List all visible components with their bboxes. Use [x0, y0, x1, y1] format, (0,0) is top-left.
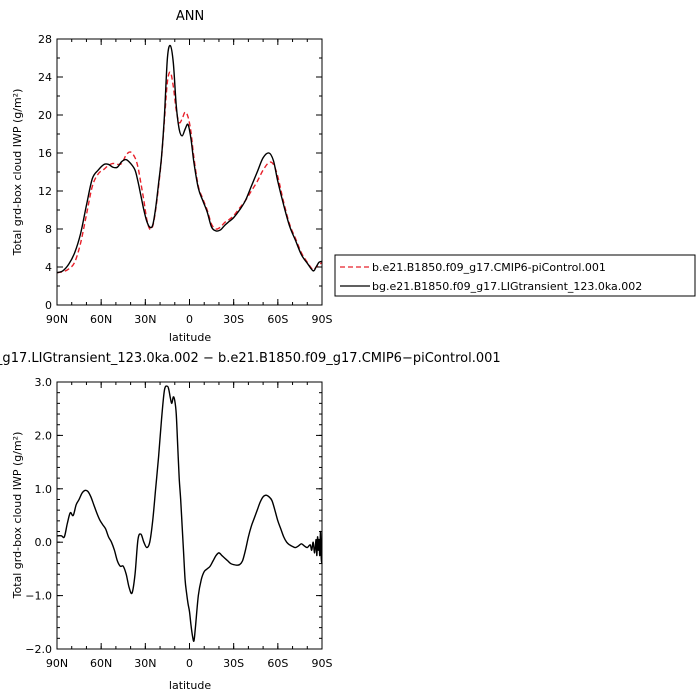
- top-plot-frame: [56, 38, 323, 306]
- bottom-series-line-0: [56, 385, 323, 642]
- bottom-y-tick-label: 0.0: [35, 536, 53, 549]
- top-x-tick-label: 60N: [90, 313, 112, 326]
- bottom-chart-title: bg.e21.B1850.f09_g17.LIGtransient_123.0k…: [0, 351, 501, 366]
- legend-label-control: b.e21.B1850.f09_g17.CMIP6-piControl.001: [372, 261, 606, 274]
- top-y-tick-label: 20: [38, 109, 52, 122]
- bottom-panel: bg.e21.B1850.f09_g17.LIGtransient_123.0k…: [0, 351, 501, 692]
- top-chart-title: ANN: [176, 9, 204, 24]
- bottom-y-tick-label: 2.0: [35, 429, 53, 442]
- top-y-tick-label: 16: [38, 147, 52, 160]
- top-y-tick-label: 12: [38, 185, 52, 198]
- legend-label-transient: bg.e21.B1850.f09_g17.LIGtransient_123.0k…: [372, 280, 642, 293]
- bottom-x-tick-label: 90N: [46, 657, 68, 670]
- bottom-x-tick-label: 60S: [267, 657, 288, 670]
- top-x-tick-labels: 90N 60N 30N 0 30S 60S 90S: [46, 313, 333, 326]
- legend: b.e21.B1850.f09_g17.CMIP6-piControl.001 …: [334, 254, 696, 297]
- bottom-x-tick-label: 0: [186, 657, 193, 670]
- bottom-x-axis-title: latitude: [169, 679, 211, 692]
- bottom-y-tick-label: 1.0: [35, 483, 53, 496]
- bottom-chart-lines: [56, 385, 323, 642]
- bottom-x-tick-label: 60N: [90, 657, 112, 670]
- top-series-line-0: [56, 71, 323, 274]
- bottom-x-tick-label: 30S: [223, 657, 244, 670]
- top-x-tick-label: 90N: [46, 313, 68, 326]
- bottom-x-tick-labels: 90N 60N 30N 0 30S 60S 90S: [46, 657, 333, 670]
- bottom-y-tick-label: −1.0: [25, 590, 52, 603]
- top-y-tick-labels: 0 4 8 12 16 20 24 28: [38, 33, 52, 312]
- top-y-axis-title: Total grd-box cloud IWP (g/m²): [11, 89, 24, 257]
- bottom-y-tick-labels: −2.0 −1.0 0.0 1.0 2.0 3.0: [25, 376, 52, 656]
- top-x-axis-title: latitude: [169, 331, 211, 344]
- bottom-y-tick-label: −2.0: [25, 643, 52, 656]
- top-y-tick-label: 4: [45, 261, 52, 274]
- top-x-tick-label: 60S: [267, 313, 288, 326]
- top-x-tick-label: 0: [186, 313, 193, 326]
- bottom-y-axis-title: Total grd-box cloud IWP (g/m²): [11, 432, 24, 600]
- top-y-tick-label: 0: [45, 299, 52, 312]
- top-x-tick-label: 90S: [312, 313, 333, 326]
- top-series-line-1: [56, 44, 323, 274]
- top-y-tick-label: 8: [45, 223, 52, 236]
- top-y-tick-label: 24: [38, 71, 52, 84]
- top-x-tick-label: 30S: [223, 313, 244, 326]
- top-x-tick-label: 30N: [134, 313, 156, 326]
- top-y-tick-label: 28: [38, 33, 52, 46]
- bottom-plot-frame: [56, 381, 323, 650]
- bottom-x-tick-label: 30N: [134, 657, 156, 670]
- bottom-y-tick-label: 3.0: [35, 376, 53, 389]
- legend-box: [334, 254, 696, 297]
- top-panel: ANN 90N 60N 30N 0 30S 60S 90S 0 4 8 12 16 20 24 28 To…: [11, 9, 333, 344]
- bottom-x-tick-label: 90S: [312, 657, 333, 670]
- top-chart-lines: [56, 44, 323, 274]
